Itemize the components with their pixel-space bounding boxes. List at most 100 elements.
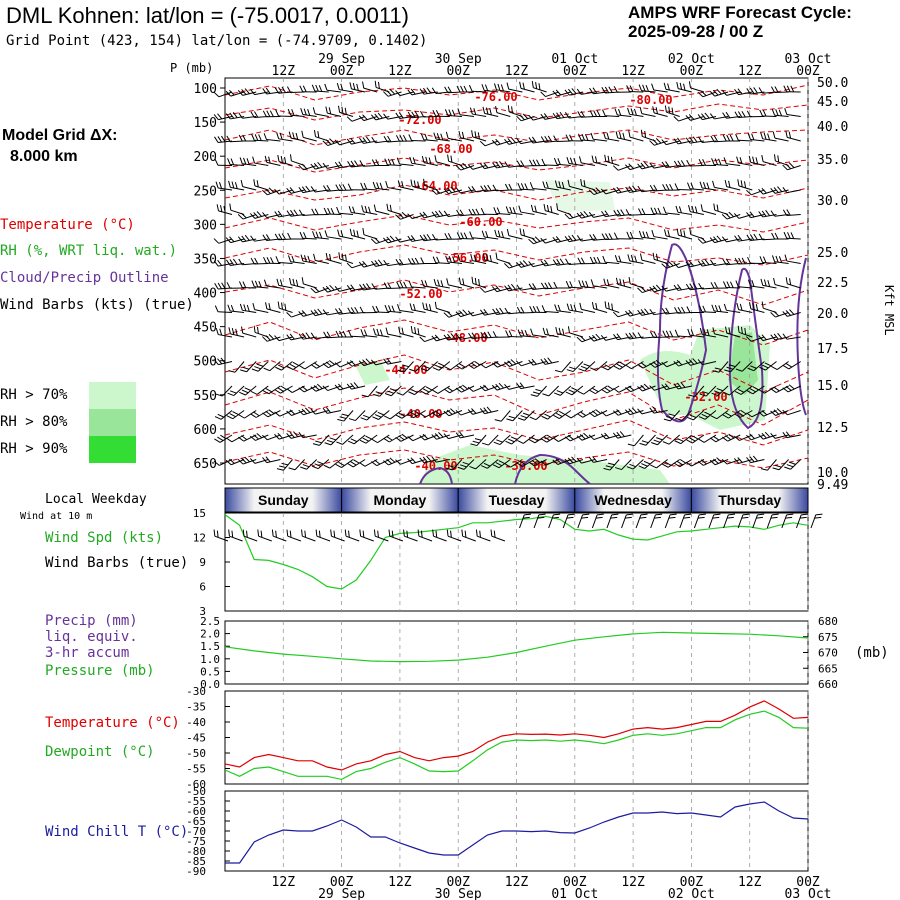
wind-barb [528,261,547,268]
wind-barb [431,410,451,417]
wind-barb [758,187,777,195]
wind-barb [338,105,354,117]
wind-barb [519,81,535,93]
wind-barb [359,434,378,444]
rh-faint-region [545,180,615,212]
wind-barb [298,385,317,393]
weekday-label: Tuesday [489,492,545,508]
wind-barb [746,433,765,441]
wind-barb [300,459,318,470]
wind-barb [457,108,475,117]
surface-wind-barb [664,513,677,529]
top-date-label: 29 Sep [318,52,365,67]
wind-barb [455,309,475,318]
wind-barb [749,302,765,313]
wind-barb [637,185,656,193]
wind-barb [626,459,644,470]
wind-barb [262,409,281,418]
p-tick-label: 650 [194,457,217,472]
wind-barb [335,184,354,191]
wind-barb [287,232,305,240]
wind-barb [529,182,547,191]
wind-barb [346,137,366,145]
wind-barb [747,133,765,142]
wind-barb [301,277,317,289]
weekday-label: Wednesday [594,492,672,508]
wind-barb [215,385,233,397]
wind-barb [613,186,632,194]
wind-barb [322,309,341,316]
wind-barb [312,231,329,240]
surface-wind-barb [708,513,721,529]
wind-barb [264,155,281,166]
wind-barb [226,410,245,420]
wind-barb [287,108,305,117]
kft-axis-title: Kft MSL [882,285,896,336]
wind-barb [348,410,366,422]
wind-chill-line [225,801,809,864]
wind-barb [504,383,523,390]
wind-barb [506,410,523,422]
surface-wind-barb [403,529,418,542]
wind-barb [214,158,233,166]
legend-rh: RH (%, WRT liq. wat.) [0,243,178,259]
wind-barb [698,305,717,313]
p-tick-label: 550 [194,389,217,404]
wind-barb [577,257,596,265]
wind-barb [661,161,680,168]
surface-wind-barb [461,529,476,542]
wind-barb [397,304,414,313]
kft-tick-label: 9.49 [817,478,848,493]
wind-barb [274,432,293,440]
wind-barb [759,109,777,117]
temp-panel-frame [224,690,809,785]
wind-barb [588,409,608,418]
wind-barb [699,385,717,397]
bottom-hour-label: 12Z [505,875,529,890]
wind-barb [770,210,789,217]
wind-barb [600,188,620,195]
p-tick-label: 100 [194,82,217,97]
pressure-label: Pressure (mb) [45,663,155,679]
wind-barb [262,110,281,118]
weekday-label: Monday [373,492,426,508]
wind-barb [250,385,269,395]
wind-barb [338,252,354,264]
wind-barb [770,408,789,416]
wind-barb [675,205,692,215]
wind-barb [480,207,499,215]
wind-barb [410,325,426,338]
wind-barb [370,112,390,121]
surface-wind-barb [330,529,345,542]
temperature-contour [224,244,809,266]
wind-barb [383,457,402,466]
wind-barb [661,285,680,292]
wind-barb [540,91,559,98]
wind-barb [494,229,511,240]
wind-barb [638,230,656,240]
wind-barb [506,228,523,240]
bottom-hour-label: 00Z [446,875,470,890]
wind-barb [614,255,632,264]
wind-barb [602,109,620,117]
wind-barb [324,83,341,93]
precip-y-tick: 0.0 [200,678,220,691]
wind-barb [361,205,378,215]
wind-barb [733,213,753,219]
wind-barb [396,157,414,166]
wind-barb [530,204,547,215]
cloud-outline [514,453,591,485]
wind-barb [495,105,511,117]
wind-barb [722,281,741,289]
wind-barb [519,228,535,240]
wind-barb [492,361,511,368]
surface-wind-barb [242,529,258,542]
wind-barb [274,233,293,241]
wind-barb [324,230,341,240]
surface-wind-barb [810,513,823,529]
wind-barb [626,85,644,93]
surface-wind-barb [228,529,243,542]
wind-barb [431,456,450,463]
wind-barb [554,361,572,373]
wind-barb [531,80,547,93]
